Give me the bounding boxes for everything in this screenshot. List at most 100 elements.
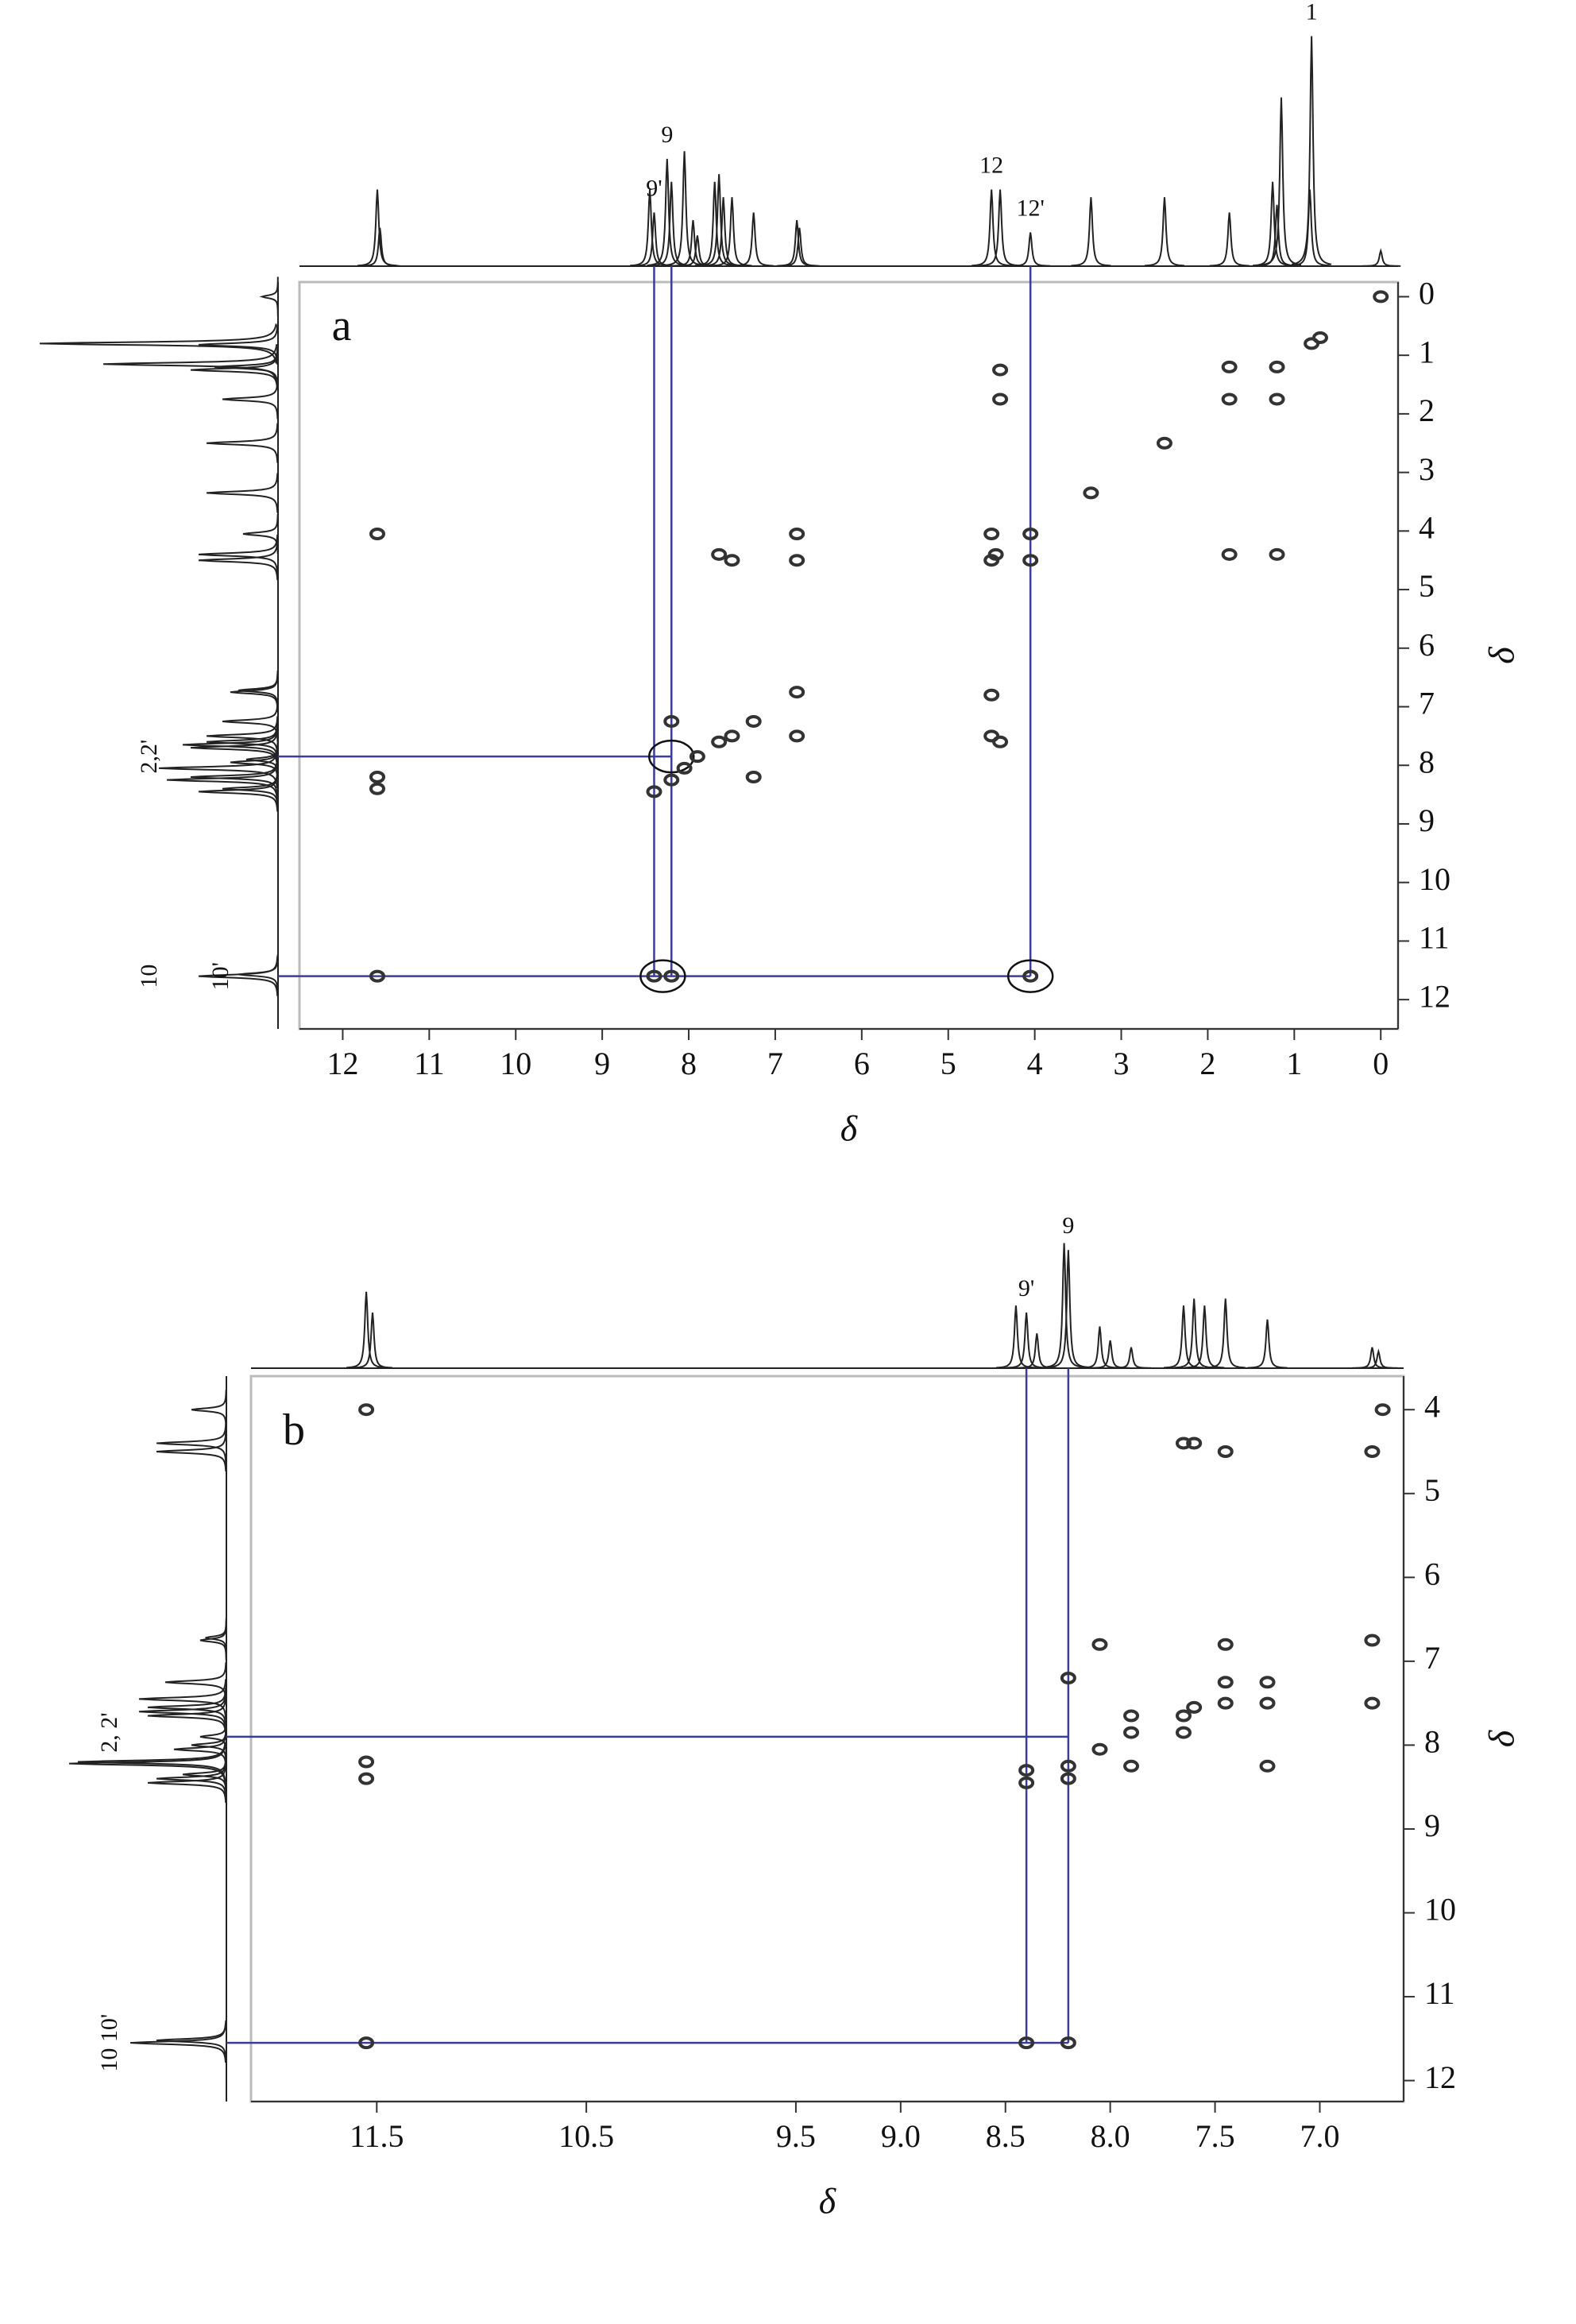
- left-spectrum-peak: [77, 1742, 226, 1782]
- cross-peak: [1269, 360, 1285, 373]
- top-spectrum-peak: [733, 212, 774, 267]
- y-tick-label: 11: [1424, 1975, 1455, 2011]
- cross-peak: [789, 686, 805, 699]
- y-tick-label: 7: [1424, 1640, 1440, 1676]
- cross-peak: [1221, 360, 1238, 373]
- y-tick-label: 3: [1419, 451, 1435, 487]
- left-spectrum-peak: [173, 1729, 227, 1769]
- cross-peak: [745, 770, 762, 783]
- left-spectrum-peak: [164, 1662, 227, 1703]
- cross-peak: [711, 735, 728, 748]
- peak-label: 10': [207, 962, 234, 990]
- x-tick-label: 10.5: [558, 2118, 614, 2154]
- y-tick-label: 1: [1419, 334, 1435, 369]
- peak-label: 12: [979, 152, 1003, 178]
- peak-label: 9: [661, 122, 673, 148]
- cross-peak: [992, 363, 1009, 377]
- cross-peak: [1217, 1444, 1234, 1458]
- cross-peak: [1269, 547, 1285, 561]
- cross-peak: [369, 770, 386, 783]
- top-spectrum-peak: [1071, 197, 1111, 267]
- cross-peak: [663, 773, 680, 787]
- y-axis-label: δ: [1481, 647, 1522, 664]
- cross-peak: [1123, 1726, 1140, 1739]
- top-spectrum-peak: [360, 227, 400, 267]
- left-spectrum-peak: [238, 954, 279, 995]
- y-tick-label: 12: [1424, 2059, 1456, 2095]
- cross-peak: [1217, 1676, 1234, 1689]
- highlight-circle: [648, 739, 695, 774]
- x-axis-label: δ: [819, 2181, 836, 2222]
- top-spectrum-peak: [346, 1291, 387, 1369]
- x-tick-label: 8.5: [986, 2118, 1026, 2154]
- y-tick-label: 7: [1419, 686, 1435, 721]
- x-tick-label: 0: [1373, 1046, 1389, 1081]
- cross-peak: [369, 528, 386, 541]
- y-tick-label: 10: [1424, 1892, 1456, 1928]
- cross-peak: [1186, 1700, 1203, 1714]
- y-tick-label: 6: [1424, 1556, 1440, 1591]
- x-tick-label: 1: [1286, 1046, 1302, 1081]
- cross-peak: [1311, 331, 1328, 345]
- cross-peak: [1217, 1696, 1234, 1710]
- top-spectrum-peak: [1261, 97, 1302, 266]
- y-tick-label: 11: [1419, 920, 1450, 956]
- cross-peak: [983, 688, 1000, 702]
- cross-peak: [789, 729, 805, 743]
- y-tick-label: 9: [1419, 802, 1435, 838]
- left-spectrum-peak: [198, 534, 279, 574]
- top-spectrum-peak: [673, 219, 713, 267]
- cross-peak: [1083, 486, 1099, 500]
- top-spectrum-peak: [1144, 197, 1185, 267]
- cross-peak: [1060, 1671, 1076, 1684]
- cross-peak: [1175, 1726, 1192, 1739]
- peak-label: 2, 2': [96, 1712, 122, 1752]
- x-tick-label: 5: [941, 1046, 956, 1081]
- cross-peak: [689, 750, 705, 764]
- cross-peak: [676, 761, 693, 775]
- x-tick-label: 11: [414, 1046, 445, 1081]
- y-tick-label: 4: [1419, 510, 1435, 546]
- peak-label: 9: [1062, 1212, 1074, 1239]
- cross-peak: [358, 1772, 375, 1785]
- top-spectrum-peak: [352, 1312, 393, 1369]
- cross-peak: [1091, 1742, 1108, 1756]
- x-tick-label: 9.0: [881, 2118, 921, 2154]
- left-spectrum-peak: [259, 276, 279, 317]
- peak-label: 1: [1306, 0, 1318, 25]
- top-spectrum-peak: [1361, 248, 1401, 267]
- peak-label: 9': [646, 175, 662, 201]
- y-tick-label: 2: [1419, 392, 1435, 428]
- cross-peak: [1060, 1772, 1076, 1785]
- top-spectrum-peak: [1352, 1347, 1393, 1369]
- top-spectrum-peak: [777, 219, 817, 267]
- x-tick-label: 8.0: [1091, 2118, 1130, 2154]
- x-tick-label: 7.5: [1196, 2118, 1235, 2154]
- cross-peak: [1060, 2036, 1076, 2050]
- top-spectrum-peak: [779, 227, 820, 267]
- left-spectrum-peak: [129, 2023, 227, 2063]
- y-tick-label: 12: [1419, 978, 1450, 1014]
- cross-peak: [663, 969, 680, 983]
- cross-peak: [1259, 1696, 1276, 1710]
- left-spectrum-peak: [102, 344, 278, 385]
- top-spectrum-peak: [1111, 1347, 1152, 1369]
- peak-label: 2,2': [136, 740, 162, 774]
- cross-peak: [983, 528, 1000, 541]
- cross-peak: [1364, 1696, 1381, 1710]
- cross-peak: [724, 729, 740, 743]
- cross-peak: [663, 714, 680, 728]
- cross-peak: [1123, 1759, 1140, 1773]
- cross-peak: [1259, 1759, 1276, 1773]
- x-tick-label: 12: [326, 1046, 358, 1081]
- x-tick-label: 8: [681, 1046, 697, 1081]
- left-spectrum-peak: [205, 1618, 227, 1658]
- highlight-circle: [639, 959, 686, 993]
- y-tick-label: 9: [1424, 1808, 1440, 1843]
- cross-peak: [992, 735, 1009, 748]
- left-spectrum-peak: [198, 540, 279, 581]
- panel-label: a: [332, 301, 352, 350]
- cross-peak: [711, 547, 728, 561]
- cross-peak: [1091, 1638, 1108, 1651]
- top-spectrum-peak: [712, 197, 752, 267]
